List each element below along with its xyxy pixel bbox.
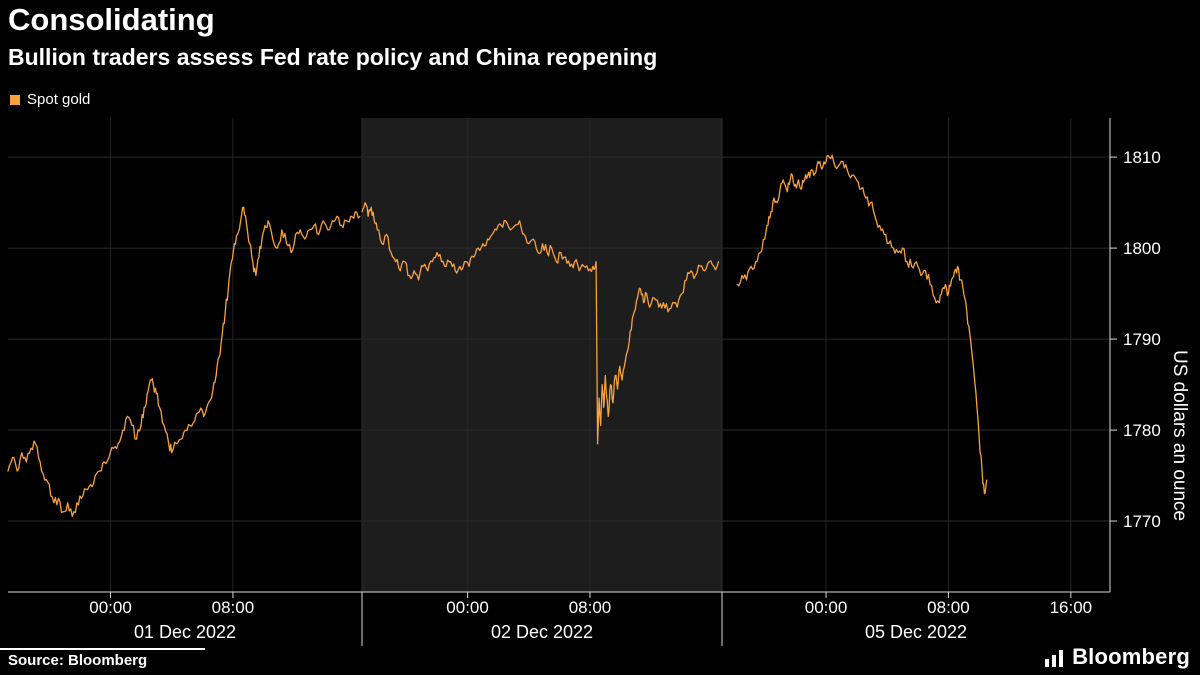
x-tick-label: 08:00	[212, 598, 255, 617]
price-line	[7, 154, 988, 518]
x-tick-label: 00:00	[446, 598, 489, 617]
chart-subtitle: Bullion traders assess Fed rate policy a…	[8, 44, 658, 70]
y-tick-label: 1790	[1123, 330, 1161, 349]
x-tick-label: 16:00	[1050, 598, 1093, 617]
shaded-band	[362, 118, 722, 592]
x-date-label: 05 Dec 2022	[865, 622, 967, 642]
bloomberg-chart-icon	[1045, 650, 1064, 667]
spot-gold-line-chart: 1770 1780 1790 1800 1810 00:00 08:00 01 Dec 202…	[7, 118, 1190, 646]
x-date-label: 02 Dec 2022	[491, 622, 593, 642]
source-divider	[0, 648, 205, 650]
legend-swatch-icon	[10, 94, 20, 105]
y-axis-title: US dollars an ounce	[1169, 350, 1190, 521]
y-tick-label: 1770	[1123, 512, 1161, 531]
y-tick-label: 1800	[1123, 239, 1161, 258]
x-date-label: 01 Dec 2022	[134, 622, 236, 642]
x-tick-label: 08:00	[569, 598, 612, 617]
chart-title: Consolidating	[8, 2, 215, 37]
bloomberg-wordmark: Bloomberg	[1072, 644, 1190, 669]
y-tick-label: 1780	[1123, 421, 1161, 440]
y-tick-label: 1810	[1123, 148, 1161, 167]
source-note: Source: Bloomberg	[8, 652, 148, 669]
legend: Spot gold	[10, 91, 90, 108]
x-tick-label: 08:00	[927, 598, 970, 617]
bloomberg-logo: Bloomberg	[1044, 644, 1190, 670]
legend-label: Spot gold	[27, 91, 91, 108]
x-tick-label: 00:00	[89, 598, 132, 617]
x-tick-label: 00:00	[805, 598, 848, 617]
